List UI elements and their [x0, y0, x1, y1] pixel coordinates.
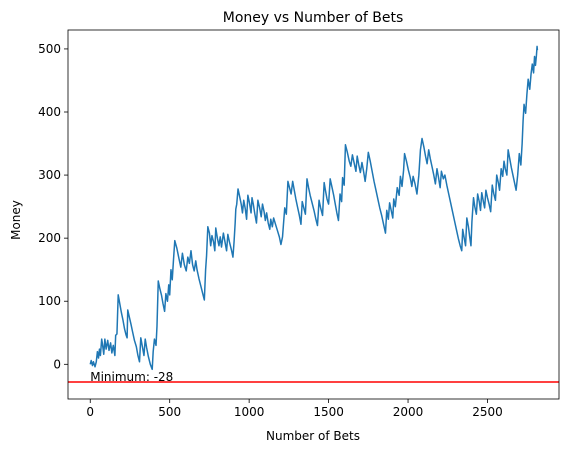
x-tick-label: 2000 — [393, 405, 424, 419]
y-tick-label: 100 — [38, 294, 61, 308]
y-tick-label: 0 — [53, 357, 61, 371]
series-line-0 — [89, 45, 539, 371]
chart-title: Money vs Number of Bets — [223, 10, 404, 26]
axes-frame — [67, 29, 560, 400]
y-tick-label: 400 — [38, 105, 61, 119]
minimum-annotation: Minimum: -28 — [90, 370, 173, 384]
y-tick-label: 200 — [38, 231, 61, 245]
x-tick-label: 1500 — [313, 405, 344, 419]
x-axis-label: Number of Bets — [266, 429, 360, 443]
y-tick-label: 500 — [38, 42, 61, 56]
x-tick-label: 0 — [86, 405, 94, 419]
x-tick-label: 1000 — [234, 405, 265, 419]
y-axis-label: Money — [9, 200, 23, 240]
x-tick-label: 500 — [158, 405, 181, 419]
x-tick-label: 2500 — [472, 405, 503, 419]
y-tick-label: 300 — [38, 168, 61, 182]
plot-layer: Minimum: -28 0 500 1000 1500 2000 2500 0 100 200 3… — [38, 29, 560, 419]
